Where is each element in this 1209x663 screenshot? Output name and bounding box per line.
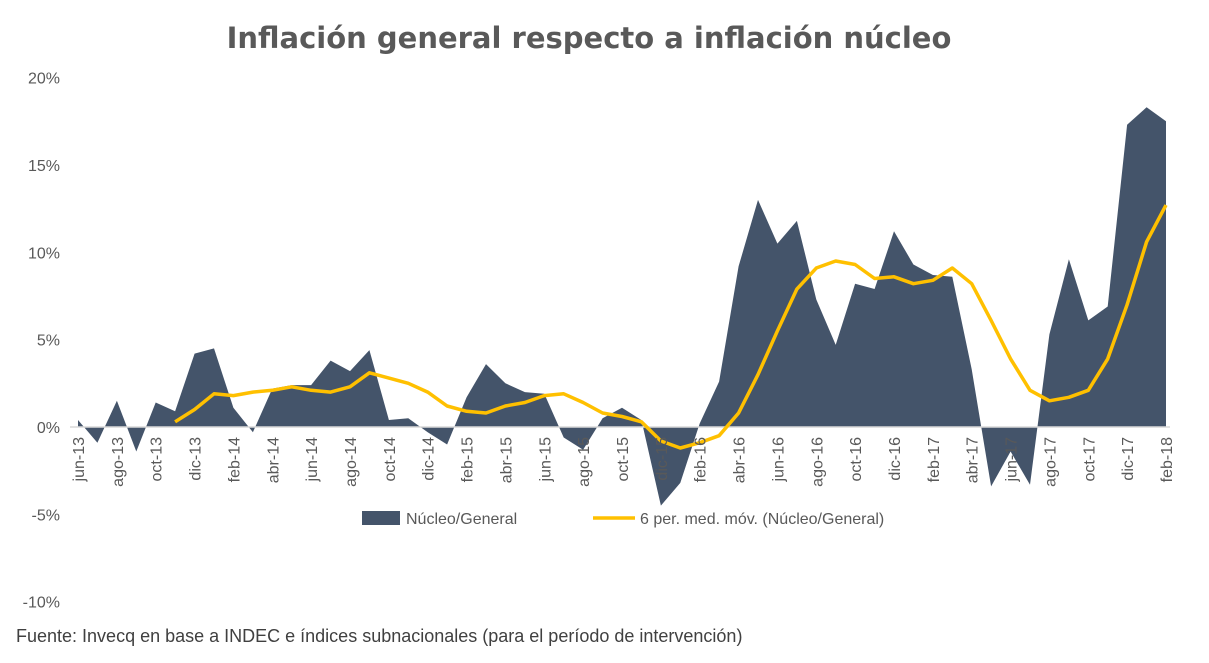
x-tick-label: abr-14 bbox=[265, 437, 282, 483]
x-tick-label: jun-14 bbox=[304, 437, 321, 483]
y-tick-label: 20% bbox=[28, 71, 60, 88]
x-tick-label: abr-15 bbox=[498, 437, 515, 483]
x-tick-label: dic-16 bbox=[887, 437, 904, 481]
x-axis: jun-13 ago-13 oct-13 dic-13 feb-14 abr-14 jun-… bbox=[71, 437, 1176, 487]
x-tick-label: jun-15 bbox=[537, 437, 554, 483]
y-tick-label: 0% bbox=[37, 420, 60, 437]
x-tick-label: feb-17 bbox=[926, 437, 943, 482]
x-tick-label: oct-15 bbox=[615, 437, 632, 482]
series-area-nucleo-general bbox=[78, 107, 1166, 506]
x-tick-label: dic-14 bbox=[421, 437, 438, 481]
series-line-moving-average bbox=[174, 204, 1168, 450]
x-tick-label: dic-13 bbox=[188, 437, 205, 481]
x-tick-label: ago-17 bbox=[1042, 437, 1059, 487]
x-tick-label: abr-16 bbox=[732, 437, 749, 483]
x-tick-label: jun-17 bbox=[1004, 437, 1021, 483]
x-tick-label: abr-17 bbox=[965, 437, 982, 483]
x-tick-label: ago-16 bbox=[809, 437, 826, 487]
x-tick-label: feb-18 bbox=[1159, 437, 1176, 482]
y-tick-label: 15% bbox=[28, 158, 60, 175]
y-tick-label: 5% bbox=[37, 333, 60, 350]
x-tick-label: ago-14 bbox=[343, 437, 360, 487]
y-axis: 20% 15% 10% 5% 0% -5% -10% bbox=[23, 71, 60, 612]
x-tick-label: dic-17 bbox=[1120, 437, 1137, 481]
legend-label-line: 6 per. med. móv. (Núcleo/General) bbox=[640, 511, 884, 528]
x-tick-label: feb-16 bbox=[693, 437, 710, 482]
legend: Núcleo/General 6 per. med. móv. (Núcleo/… bbox=[362, 511, 884, 528]
x-tick-label: jun-16 bbox=[770, 437, 787, 483]
x-tick-label: oct-16 bbox=[848, 437, 865, 482]
y-tick-label: -10% bbox=[23, 595, 60, 612]
x-tick-label: feb-14 bbox=[226, 437, 243, 482]
x-tick-label: ago-13 bbox=[110, 437, 127, 487]
y-tick-label: -5% bbox=[32, 507, 60, 524]
legend-swatch-area bbox=[362, 511, 400, 525]
x-tick-label: dic-15 bbox=[654, 437, 671, 481]
legend-label-area: Núcleo/General bbox=[406, 511, 517, 528]
y-tick-label: 10% bbox=[28, 245, 60, 262]
x-tick-label: jun-13 bbox=[71, 437, 88, 483]
x-tick-label: oct-17 bbox=[1081, 437, 1098, 482]
x-tick-label: oct-14 bbox=[382, 437, 399, 482]
x-tick-label: oct-13 bbox=[149, 437, 166, 482]
chart-title: Inflación general respecto a inflación n… bbox=[227, 21, 952, 55]
source-note: Fuente: Invecq en base a INDEC e índices… bbox=[16, 626, 742, 646]
x-tick-label: feb-15 bbox=[460, 437, 477, 482]
x-tick-label: ago-15 bbox=[576, 437, 593, 487]
